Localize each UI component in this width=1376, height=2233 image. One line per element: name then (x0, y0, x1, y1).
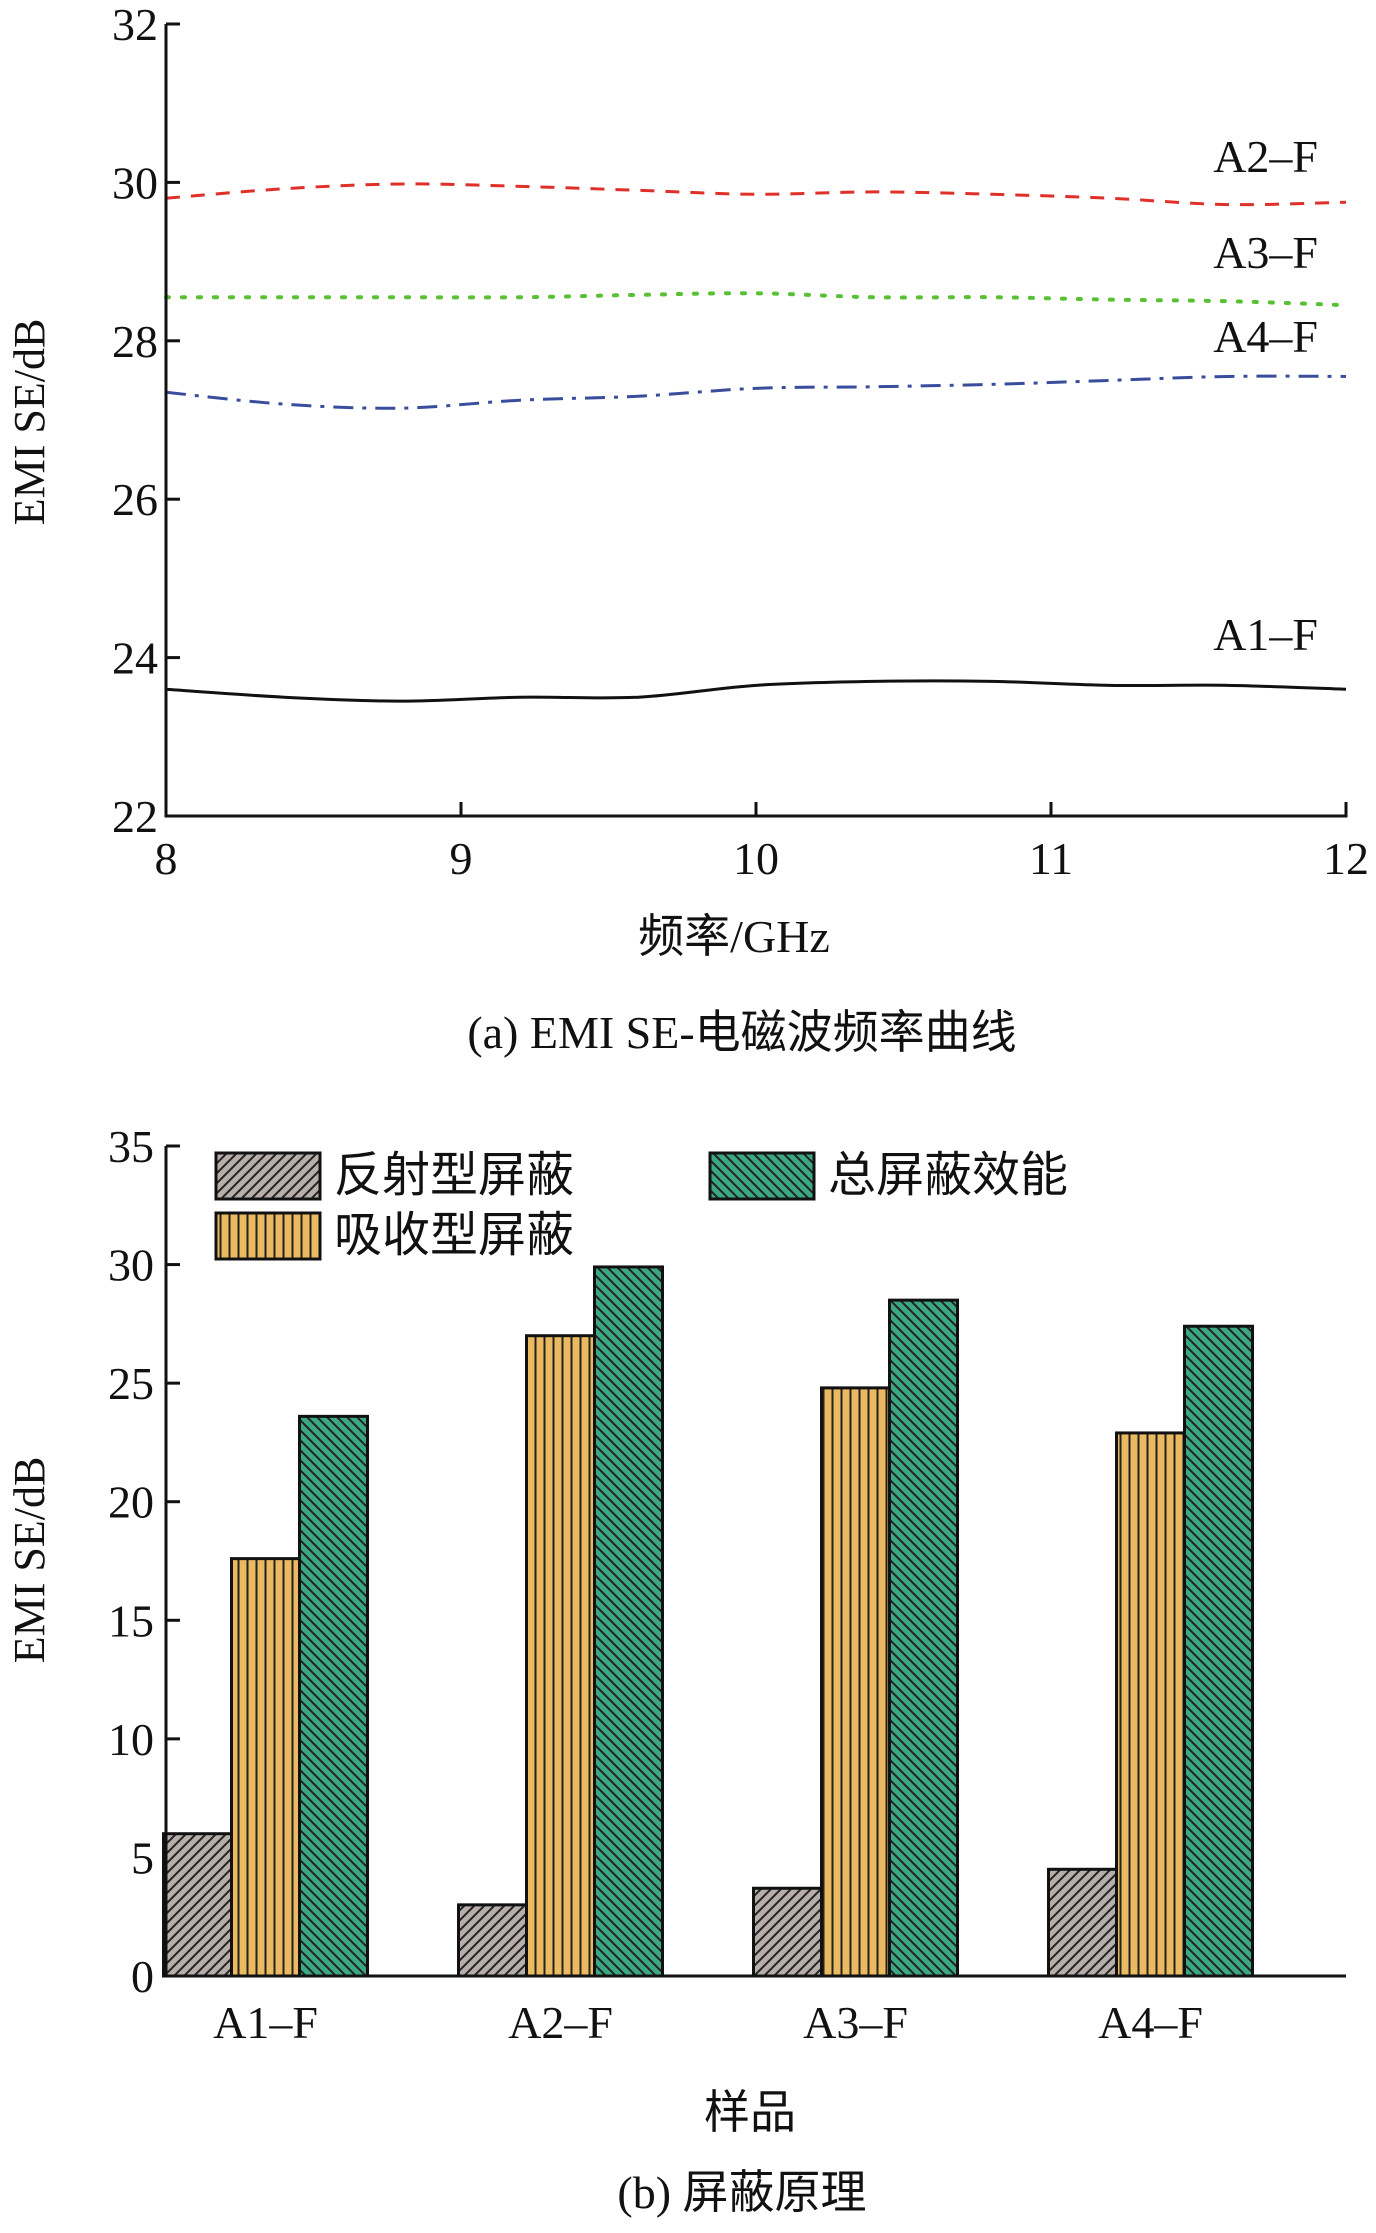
chart-a-series (164, 182, 1348, 703)
chart-b-ticks: 0 5 10 15 20 25 30 35 A1–F A2–F A3–F A4–F (108, 1121, 1203, 2048)
bar-a4-f-2 (1183, 1324, 1254, 1978)
chart-a-ticks: 8 9 10 11 12 22 24 26 28 30 32 (112, 0, 1369, 884)
b-y-tick-label-35: 35 (108, 1121, 154, 1172)
legend-swatch-0 (214, 1151, 322, 1201)
series-label-a3-f: A3–F (1213, 227, 1318, 278)
x-tick-label-10: 10 (733, 833, 779, 884)
chart-b-ylabel: EMI SE/dB (5, 1457, 54, 1664)
x-category-label-a4-f: A4–F (1098, 1997, 1203, 2048)
b-y-tick-label-5: 5 (131, 1832, 154, 1883)
chart-b-axes (164, 1146, 1346, 1978)
chart-a-xlabel: 频率/GHz (638, 911, 830, 962)
chart-a-caption: (a) EMI SE-电磁波频率曲线 (467, 1007, 1016, 1058)
series-line-a4-f (165, 374, 1347, 410)
chart-b-caption: (b) 屏蔽原理 (617, 2167, 866, 2218)
b-y-tick-label-10: 10 (108, 1714, 154, 1765)
legend-label-0: 反射型屏蔽 (334, 1149, 574, 1202)
x-category-label-a1-f: A1–F (213, 1997, 318, 2048)
chart-a-series-labels: A1–F A2–F A3–F A4–F (1213, 131, 1318, 660)
bar-a2-f-0 (457, 1903, 528, 1978)
chart-a-axes (164, 24, 1348, 818)
b-y-tick-label-20: 20 (108, 1477, 154, 1528)
x-category-label-a3-f: A3–F (803, 1997, 908, 2048)
bar-a3-f-0 (752, 1886, 823, 1978)
bar-a1-f-2 (298, 1414, 369, 1978)
frequency-line-chart: 8 9 10 11 12 22 24 26 28 30 32 A1–F A2–F A3–F A4–F 频率… (5, 0, 1369, 1058)
b-y-tick-label-0: 0 (131, 1951, 154, 2002)
series-line-a3-f (164, 291, 1348, 308)
x-tick-label-12: 12 (1323, 833, 1369, 884)
b-y-tick-label-25: 25 (108, 1358, 154, 1409)
bar-a2-f-1 (525, 1334, 596, 1978)
x-tick-label-11: 11 (1029, 833, 1073, 884)
series-label-a1-f: A1–F (1213, 609, 1318, 660)
y-tick-label-30: 30 (112, 157, 158, 208)
bar-a2-f-2 (593, 1265, 664, 1978)
bar-a4-f-1 (1115, 1431, 1186, 1978)
x-tick-label-8: 8 (155, 833, 178, 884)
legend-label-2: 总屏蔽效能 (828, 1149, 1068, 1202)
bar-a1-f-0 (162, 1832, 233, 1978)
b-y-tick-label-15: 15 (108, 1595, 154, 1646)
x-category-label-a2-f: A2–F (508, 1997, 613, 2048)
y-tick-label-26: 26 (112, 474, 158, 525)
chart-b-xlabel: 样品 (704, 2087, 796, 2138)
y-tick-label-28: 28 (112, 316, 158, 367)
legend-swatch-1 (214, 1211, 322, 1261)
series-line-a2-f (165, 182, 1347, 207)
series-label-a4-f: A4–F (1213, 311, 1318, 362)
chart-b-bars (162, 1265, 1254, 1978)
series-line-a1-f (165, 679, 1347, 703)
y-tick-label-32: 32 (112, 0, 158, 50)
shielding-bar-chart: 0 5 10 15 20 25 30 35 A1–F A2–F A3–F A4–F 反射型屏蔽吸收型屏… (5, 1121, 1346, 2218)
series-label-a2-f: A2–F (1213, 131, 1318, 182)
bar-a3-f-2 (888, 1298, 959, 1978)
legend-swatch-2 (708, 1151, 816, 1201)
y-tick-label-24: 24 (112, 633, 158, 684)
y-tick-label-22: 22 (112, 791, 158, 842)
bar-a1-f-1 (230, 1557, 301, 1978)
b-y-tick-label-30: 30 (108, 1240, 154, 1291)
legend-label-1: 吸收型屏蔽 (334, 1209, 574, 1262)
bar-a3-f-1 (820, 1386, 891, 1978)
chart-a-ylabel: EMI SE/dB (5, 319, 54, 526)
x-tick-label-9: 9 (450, 833, 473, 884)
bar-a4-f-0 (1047, 1867, 1118, 1978)
